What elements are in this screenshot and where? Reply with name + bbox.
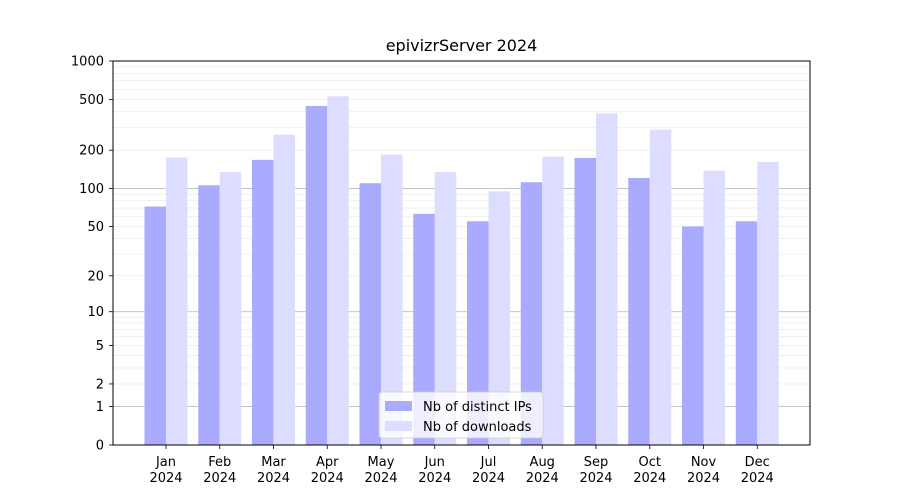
plot-frame (112, 60, 811, 446)
bar-downloads (757, 161, 779, 445)
x-tick-label: May (368, 455, 395, 470)
x-tick-label: Apr (316, 455, 339, 470)
x-tick-label: Jan (155, 455, 176, 470)
x-tick-label: 2024 (741, 471, 774, 486)
bar-downloads (166, 157, 188, 445)
x-tick-label: Nov (691, 455, 717, 470)
y-tick-label: 5 (96, 339, 104, 354)
x-tick-label: 2024 (203, 471, 236, 486)
x-tick-label: Oct (639, 455, 661, 470)
x-tick-label: 2024 (687, 471, 720, 486)
bar-distinct-ips (574, 157, 596, 445)
x-tick-label: Aug (530, 455, 555, 470)
bar-distinct-ips (413, 213, 435, 445)
legend-swatch (385, 401, 412, 411)
bar-distinct-ips (735, 221, 758, 445)
x-tick-label: 2024 (579, 471, 612, 486)
y-axis: 0 1 2 5 10 20 50 100 200 500 1000 (71, 55, 113, 454)
y-tick-label: 200 (79, 144, 104, 159)
bar-distinct-ips (359, 183, 381, 446)
y-tick-label: 500 (79, 93, 104, 108)
bar-distinct-ips (682, 226, 704, 445)
bar-downloads (327, 96, 349, 445)
x-tick-label: 2024 (149, 471, 182, 486)
bar-downloads (542, 156, 564, 446)
x-tick-label: 2024 (418, 471, 451, 486)
x-tick-label: Dec (745, 455, 770, 470)
legend: Nb of distinct IPs Nb of downloads (378, 391, 544, 439)
x-tick-label: 2024 (526, 471, 559, 486)
y-tick-label: 20 (87, 269, 104, 284)
x-axis: Jan2024Feb2024Mar2024Apr2024May2024Jun20… (149, 445, 774, 486)
legend-label: Nb of distinct IPs (423, 400, 532, 415)
y-tick-label: 1 (96, 400, 104, 415)
y-tick-label: 100 (79, 182, 104, 197)
x-tick-label: Feb (208, 455, 231, 470)
bar-downloads (596, 113, 618, 445)
legend-swatch (385, 421, 412, 431)
bar-distinct-ips (305, 105, 328, 445)
x-tick-label: Jun (424, 455, 445, 470)
bar-distinct-ips (144, 206, 166, 445)
y-tick-label: 1000 (71, 55, 104, 70)
y-tick-label: 50 (87, 220, 104, 235)
bar-downloads (219, 171, 242, 445)
bar-downloads (381, 154, 403, 445)
x-tick-label: Mar (261, 455, 286, 470)
x-tick-label: Jul (480, 455, 497, 470)
bar-distinct-ips (628, 177, 650, 446)
legend-label: Nb of downloads (423, 420, 532, 435)
bar-downloads (703, 170, 725, 445)
x-tick-label: Sep (584, 455, 609, 470)
bar-downloads (488, 191, 510, 445)
bar-downloads (649, 129, 672, 445)
x-tick-label: 2024 (311, 471, 344, 486)
x-tick-label: 2024 (472, 471, 505, 486)
bar-distinct-ips (467, 221, 489, 445)
bars (144, 96, 779, 446)
x-tick-label: 2024 (633, 471, 666, 486)
x-tick-label: 2024 (364, 471, 397, 486)
bar-distinct-ips (198, 185, 220, 445)
bar-distinct-ips (252, 159, 274, 445)
y-tick-label: 2 (96, 377, 104, 392)
bar-distinct-ips (520, 182, 543, 446)
x-tick-label: 2024 (257, 471, 290, 486)
y-tick-label: 10 (87, 305, 104, 320)
y-tick-label: 0 (96, 439, 104, 454)
legend-box (378, 391, 544, 439)
bar-downloads (273, 134, 295, 446)
bar-downloads (434, 171, 457, 445)
chart-title: epivizrServer 2024 (386, 36, 538, 55)
